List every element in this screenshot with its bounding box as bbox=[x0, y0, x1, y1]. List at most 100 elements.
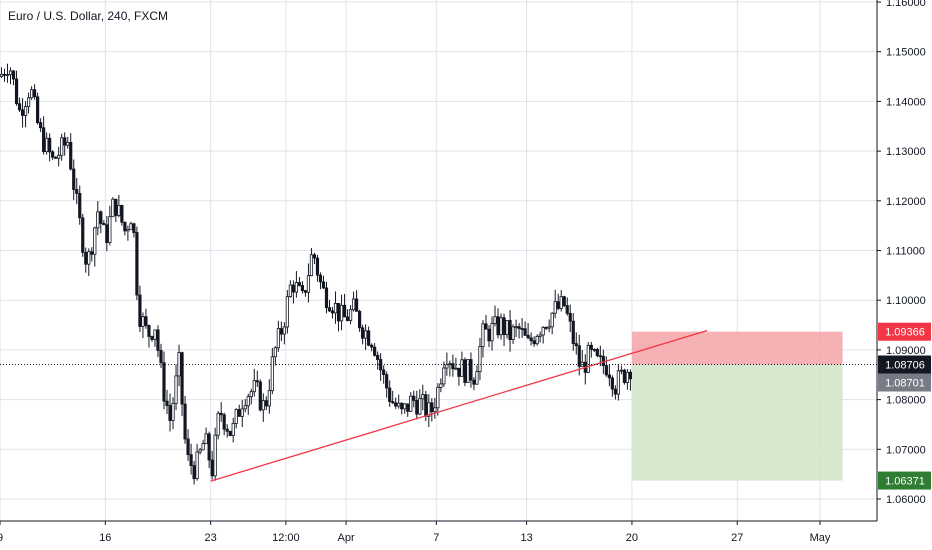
candle[interactable] bbox=[574, 343, 578, 347]
candle[interactable] bbox=[294, 282, 299, 293]
candle[interactable] bbox=[276, 328, 280, 349]
candle[interactable] bbox=[90, 251, 94, 255]
candle[interactable] bbox=[619, 369, 623, 372]
candle[interactable] bbox=[147, 325, 151, 337]
candle[interactable] bbox=[324, 287, 329, 309]
candle[interactable] bbox=[357, 310, 362, 329]
candle[interactable] bbox=[433, 407, 437, 413]
candle[interactable] bbox=[0, 73, 4, 77]
candle[interactable] bbox=[114, 198, 118, 216]
candle[interactable] bbox=[406, 403, 410, 412]
candle[interactable] bbox=[520, 328, 524, 330]
candle[interactable] bbox=[108, 216, 112, 243]
candle[interactable] bbox=[454, 367, 458, 370]
candle[interactable] bbox=[60, 137, 64, 156]
candle[interactable] bbox=[87, 251, 91, 265]
candle[interactable] bbox=[523, 328, 527, 336]
candle[interactable] bbox=[243, 405, 247, 410]
candle[interactable] bbox=[282, 326, 286, 335]
candle[interactable] bbox=[252, 380, 256, 393]
candle[interactable] bbox=[622, 369, 627, 383]
candle[interactable] bbox=[526, 334, 530, 339]
candle[interactable] bbox=[156, 329, 160, 351]
candle[interactable] bbox=[222, 414, 226, 430]
candle[interactable] bbox=[487, 328, 491, 342]
candle[interactable] bbox=[511, 326, 515, 340]
candle[interactable] bbox=[135, 232, 139, 296]
candle[interactable] bbox=[186, 438, 190, 456]
candle[interactable] bbox=[204, 433, 208, 445]
candle[interactable] bbox=[255, 380, 259, 383]
candle[interactable] bbox=[246, 396, 250, 407]
candle[interactable] bbox=[424, 394, 428, 417]
candle[interactable] bbox=[592, 349, 596, 351]
candle[interactable] bbox=[228, 430, 232, 436]
candle[interactable] bbox=[451, 363, 455, 370]
candle[interactable] bbox=[180, 352, 184, 405]
candle[interactable] bbox=[48, 137, 52, 153]
candle[interactable] bbox=[270, 356, 274, 392]
candle[interactable] bbox=[415, 400, 419, 415]
candle[interactable] bbox=[132, 223, 136, 233]
candle[interactable] bbox=[445, 364, 449, 369]
candle[interactable] bbox=[547, 326, 551, 329]
candle[interactable] bbox=[144, 316, 148, 326]
candle[interactable] bbox=[598, 355, 602, 358]
candle[interactable] bbox=[51, 151, 55, 158]
candle[interactable] bbox=[240, 408, 244, 417]
candle[interactable] bbox=[267, 390, 271, 407]
candle[interactable] bbox=[111, 198, 115, 218]
take-profit-zone[interactable] bbox=[631, 364, 843, 481]
stop-loss-zone[interactable] bbox=[631, 331, 843, 365]
candle[interactable] bbox=[213, 434, 217, 477]
candle[interactable] bbox=[397, 402, 401, 407]
candle[interactable] bbox=[508, 320, 512, 340]
candle[interactable] bbox=[351, 298, 356, 311]
candle[interactable] bbox=[400, 402, 404, 410]
candle[interactable] bbox=[607, 374, 611, 379]
candle[interactable] bbox=[20, 109, 25, 116]
candle[interactable] bbox=[496, 316, 500, 336]
candle[interactable] bbox=[5, 74, 10, 76]
candle[interactable] bbox=[559, 296, 563, 309]
candle[interactable] bbox=[550, 312, 554, 328]
candle[interactable] bbox=[502, 317, 506, 335]
candle[interactable] bbox=[442, 367, 446, 385]
candle[interactable] bbox=[231, 423, 235, 436]
candle[interactable] bbox=[481, 323, 485, 348]
candle[interactable] bbox=[436, 387, 440, 409]
candle[interactable] bbox=[29, 89, 34, 99]
candle[interactable] bbox=[586, 344, 590, 373]
candle[interactable] bbox=[385, 374, 389, 389]
candle[interactable] bbox=[129, 223, 133, 230]
candle[interactable] bbox=[219, 412, 223, 416]
candle[interactable] bbox=[391, 401, 395, 404]
candle[interactable] bbox=[234, 409, 238, 424]
candle[interactable] bbox=[192, 465, 196, 480]
candle[interactable] bbox=[117, 204, 121, 216]
candle[interactable] bbox=[261, 400, 265, 411]
candle[interactable] bbox=[472, 379, 476, 385]
candle[interactable] bbox=[14, 78, 19, 105]
candle[interactable] bbox=[201, 443, 205, 451]
candle[interactable] bbox=[460, 359, 464, 377]
candle[interactable] bbox=[616, 370, 620, 395]
candle[interactable] bbox=[17, 103, 22, 111]
candle[interactable] bbox=[225, 428, 229, 432]
candle[interactable] bbox=[105, 224, 109, 243]
candle[interactable] bbox=[177, 352, 181, 377]
candle[interactable] bbox=[430, 402, 434, 413]
candle[interactable] bbox=[610, 377, 614, 390]
candle[interactable] bbox=[159, 350, 163, 364]
candle[interactable] bbox=[595, 349, 599, 357]
candle[interactable] bbox=[249, 391, 253, 398]
candle[interactable] bbox=[544, 326, 548, 329]
candle[interactable] bbox=[123, 221, 127, 232]
candle[interactable] bbox=[478, 346, 482, 373]
candle[interactable] bbox=[42, 127, 46, 153]
candle[interactable] bbox=[493, 316, 497, 324]
candle[interactable] bbox=[207, 433, 211, 461]
candle[interactable] bbox=[36, 96, 40, 123]
candle[interactable] bbox=[2, 73, 7, 76]
